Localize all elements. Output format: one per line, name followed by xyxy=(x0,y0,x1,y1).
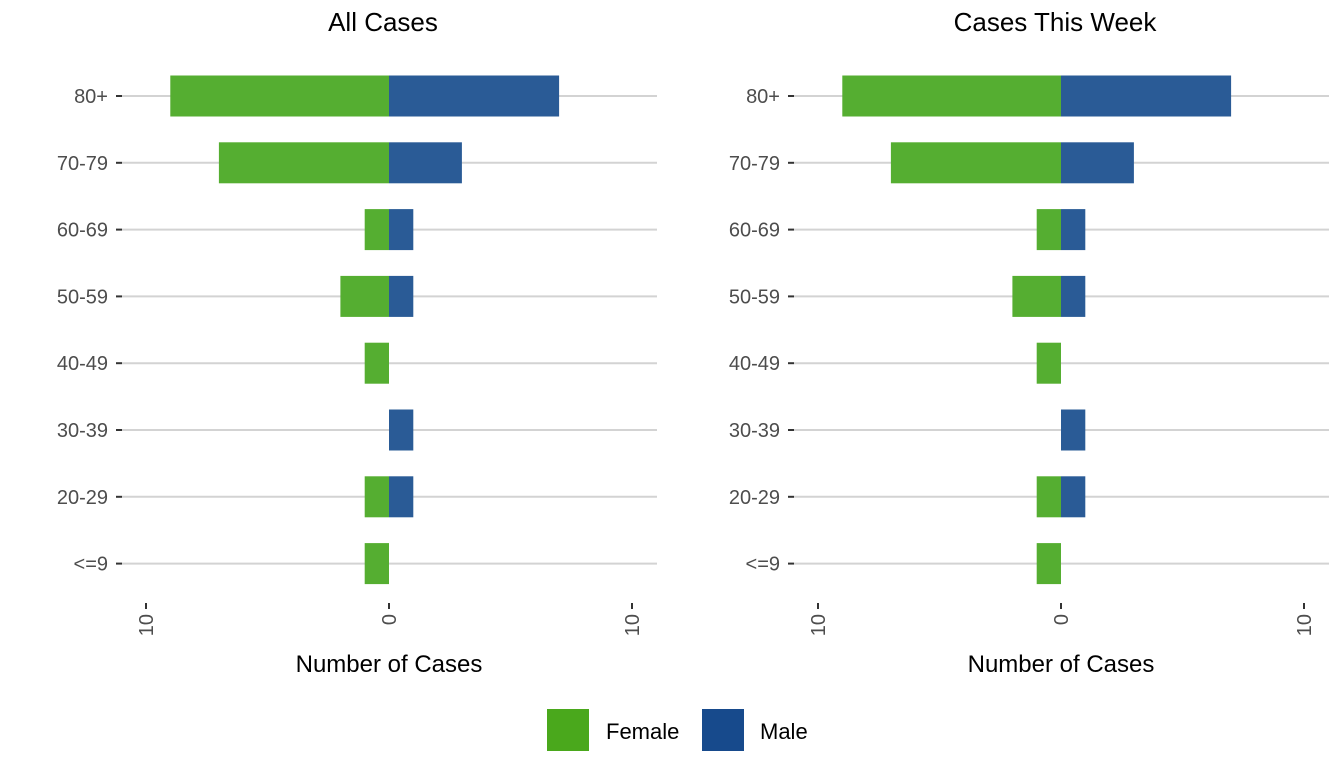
y-tick-label: 20-29 xyxy=(729,487,780,509)
y-tick-label: 30-39 xyxy=(729,420,780,442)
y-tick-label: 70-79 xyxy=(57,153,108,175)
chart-title: Cases This Week xyxy=(954,7,1158,37)
y-tick-label: 80+ xyxy=(746,86,780,108)
bar-male-80+ xyxy=(389,75,560,117)
bar-female-2029 xyxy=(1036,476,1061,518)
bar-female-80+ xyxy=(842,75,1061,117)
bar-female-6069 xyxy=(364,209,389,251)
bar-female-7079 xyxy=(218,142,389,184)
y-tick-label: 60-69 xyxy=(57,220,108,242)
chart-title: All Cases xyxy=(328,7,438,37)
bar-male-7079 xyxy=(389,142,462,184)
x-tick-label: 10 xyxy=(622,614,644,636)
x-axis-label: Number of Cases xyxy=(968,651,1155,678)
legend-label-female: Female xyxy=(606,719,679,744)
bar-male-6069 xyxy=(1061,209,1086,251)
x-tick-label: 0 xyxy=(1051,614,1073,625)
x-tick-label: 10 xyxy=(808,614,830,636)
y-tick-label: 60-69 xyxy=(729,220,780,242)
x-tick-label: 10 xyxy=(1294,614,1316,636)
y-tick-label: 70-79 xyxy=(729,153,780,175)
legend-swatch-female xyxy=(547,709,589,751)
x-axis-label: Number of Cases xyxy=(296,651,483,678)
bar-male-80+ xyxy=(1061,75,1232,117)
bar-female-2029 xyxy=(364,476,389,518)
bar-male-5059 xyxy=(1061,275,1086,317)
bar-female-9 xyxy=(1036,543,1061,585)
bar-male-3039 xyxy=(389,409,414,451)
bar-male-3039 xyxy=(1061,409,1086,451)
bar-female-80+ xyxy=(170,75,389,117)
y-tick-label: 40-49 xyxy=(57,353,108,375)
legend-swatch-male xyxy=(702,709,744,751)
bar-female-9 xyxy=(364,543,389,585)
y-tick-label: <=9 xyxy=(74,554,108,576)
bar-female-6069 xyxy=(1036,209,1061,251)
bar-female-7079 xyxy=(890,142,1061,184)
x-tick-label: 0 xyxy=(379,614,401,625)
bar-female-5059 xyxy=(1012,275,1061,317)
bar-female-4049 xyxy=(364,342,389,384)
y-tick-label: 40-49 xyxy=(729,353,780,375)
y-tick-label: 80+ xyxy=(74,86,108,108)
y-tick-label: <=9 xyxy=(746,554,780,576)
y-tick-label: 50-59 xyxy=(729,286,780,308)
bar-female-5059 xyxy=(340,275,389,317)
bar-female-4049 xyxy=(1036,342,1061,384)
bar-male-2029 xyxy=(389,476,414,518)
legend-label-male: Male xyxy=(760,719,808,744)
y-tick-label: 30-39 xyxy=(57,420,108,442)
bar-male-6069 xyxy=(389,209,414,251)
bar-male-7079 xyxy=(1061,142,1134,184)
bar-male-2029 xyxy=(1061,476,1086,518)
bar-male-5059 xyxy=(389,275,414,317)
x-tick-label: 10 xyxy=(136,614,158,636)
y-tick-label: 20-29 xyxy=(57,487,108,509)
y-tick-label: 50-59 xyxy=(57,286,108,308)
